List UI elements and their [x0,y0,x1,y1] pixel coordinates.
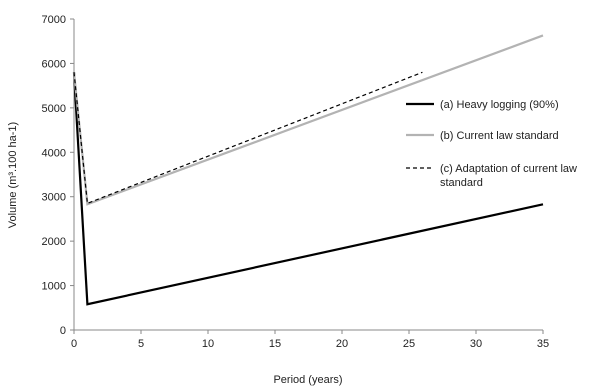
legend-label-c: (c) Adaptation of current law [440,163,577,175]
x-tick-label: 20 [336,338,348,350]
x-tick-label: 5 [138,338,144,350]
series-line-a [72,72,544,306]
x-axis-ticks: 0 5 10 15 20 25 30 35 [71,330,549,350]
x-axis-title: Period (years) [273,374,342,386]
y-tick-label: 3000 [42,192,66,204]
series-line-c [73,71,423,205]
x-tick-label: 0 [71,338,77,350]
y-axis-ticks: 0 1000 2000 3000 4000 5000 6000 7000 [42,14,74,337]
legend-label-b: (b) Current law standard [440,130,559,142]
y-tick-label: 0 [60,325,66,337]
y-tick-label: 6000 [42,58,66,70]
legend-label-a: (a) Heavy logging (90%) [440,99,559,111]
chart-legend: (a) Heavy logging (90%) (b) Current law s… [406,99,577,189]
y-tick-label: 5000 [42,103,66,115]
x-tick-label: 30 [470,338,482,350]
chart-axes [73,19,543,331]
y-tick-label: 7000 [42,14,66,26]
chart-series [72,34,544,306]
y-tick-label: 2000 [42,236,66,248]
x-tick-label: 10 [202,338,214,350]
x-tick-label: 25 [403,338,415,350]
legend-label-c: standard [440,177,483,189]
x-tick-label: 35 [537,338,549,350]
y-tick-label: 4000 [42,147,66,159]
y-axis-title: Volume (m³.100 ha-1) [7,122,19,228]
x-tick-label: 15 [269,338,281,350]
y-tick-label: 1000 [42,281,66,293]
